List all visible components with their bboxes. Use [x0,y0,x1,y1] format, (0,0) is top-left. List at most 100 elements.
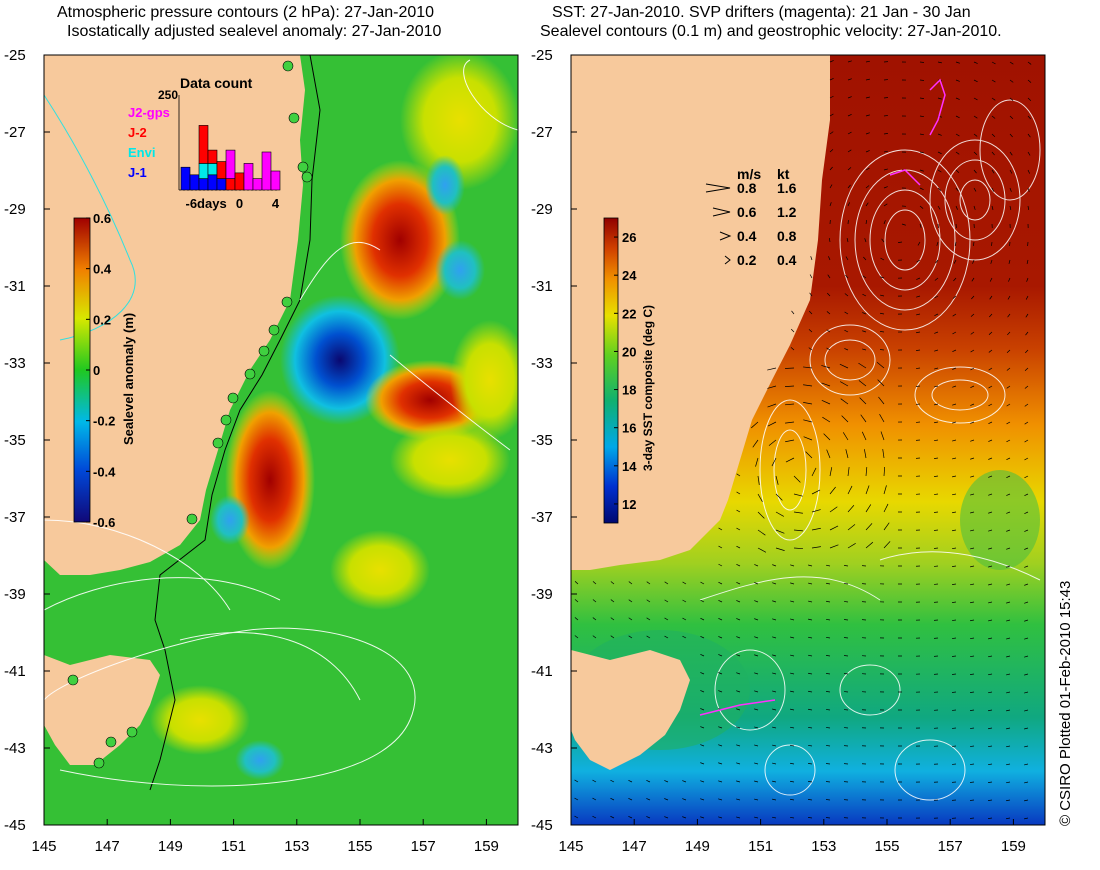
velocity-vector [790,672,795,675]
velocity-vector [807,781,813,783]
velocity-vector [883,203,888,207]
velocity-vector [757,511,765,519]
velocity-vector [829,149,834,153]
velocity-vector [970,619,975,622]
lon-label: 157 [411,838,436,855]
velocity-vector [937,223,939,229]
velocity-vector [772,708,777,711]
velocity-vector [767,367,777,371]
velocity-vector [682,581,687,585]
velocity-vector [829,113,834,117]
velocity-vector [826,329,831,333]
velocity-vector [917,241,921,246]
velocity-vector [646,780,651,783]
velocity-vector [790,582,795,585]
velocity-vector [973,241,975,247]
velocity-vector [700,690,705,693]
velocity-vector [991,169,995,174]
velocity-vector [592,617,597,621]
velocity-vector [811,546,821,549]
velocity-vector [1024,439,1029,443]
velocity-vector [785,439,795,443]
velocity-vector [628,797,633,801]
velocity-vector [736,744,741,747]
velocity-vector [1024,385,1029,389]
velocity-vector [1006,817,1011,820]
velocity-vector [988,511,993,514]
velocity-vector [970,403,975,406]
velocity-vector [1027,61,1032,65]
inset-bar [198,178,209,191]
velocity-vector [1006,727,1011,730]
velocity-vector [610,797,615,801]
velocity-vector [1027,97,1032,102]
velocity-vector [1024,421,1029,425]
velocity-vector [829,202,832,207]
velocity-vector [955,205,958,210]
sst-colorbar-tick: 18 [622,383,636,398]
inset-xtick: 0 [236,196,243,211]
sla-colorbar-tick: 0 [93,363,100,378]
speed-kt: 0.8 [777,228,797,244]
velocity-vector [772,654,777,657]
velocity-vector [772,690,777,693]
velocity-vector [664,780,669,783]
velocity-vector [754,690,759,693]
inset-bar [234,172,245,191]
velocity-vector [970,511,975,514]
velocity-vector [988,457,993,460]
sst-map [571,55,1045,825]
velocity-vector [1006,565,1011,568]
velocity-vector [754,600,759,603]
sla-colorbar-tick: -0.6 [93,515,115,530]
velocity-vector [1025,349,1029,354]
velocity-vector [664,599,669,603]
velocity-vector [969,673,975,676]
velocity-vector [991,61,996,65]
velocity-vector [718,780,723,783]
velocity-vector [610,599,615,603]
velocity-vector [865,504,872,513]
velocity-vector [865,220,868,225]
velocity-vector [736,618,741,621]
velocity-vector [865,78,870,81]
velocity-vector [847,149,852,153]
lat-label: -33 [531,355,553,372]
velocity-vector [829,506,838,513]
velocity-vector [754,744,759,747]
velocity-vector [843,619,849,621]
velocity-vector [700,726,705,729]
velocity-vector [754,672,759,675]
velocity-vector [1026,259,1029,264]
velocity-vector [1006,529,1011,532]
velocity-vector [844,329,849,333]
velocity-vector [754,582,759,585]
velocity-vector [808,690,813,693]
velocity-vector [863,256,867,261]
velocity-vector [916,259,921,263]
velocity-vector [736,726,741,729]
velocity-vector [951,619,957,621]
velocity-vector [864,449,867,459]
velocity-vector [790,744,795,747]
lat-label: -35 [4,432,26,449]
velocity-vector [808,582,813,585]
velocity-vector [988,745,993,748]
lon-label: 159 [1001,838,1026,855]
velocity-vector [934,277,939,281]
velocity-vector [880,431,885,441]
velocity-vector [718,563,723,567]
velocity-vector [718,636,723,639]
velocity-vector [790,636,795,639]
velocity-vector [934,313,939,316]
velocity-vector [805,451,813,459]
inset-bar [207,149,218,164]
velocity-vector [1006,637,1011,640]
velocity-vector [988,385,993,389]
inset-bar [189,174,200,191]
velocity-vector [988,529,993,532]
velocity-vector [829,544,839,549]
velocity-vector [736,690,741,693]
velocity-vector [845,274,849,279]
velocity-vector [970,637,975,640]
